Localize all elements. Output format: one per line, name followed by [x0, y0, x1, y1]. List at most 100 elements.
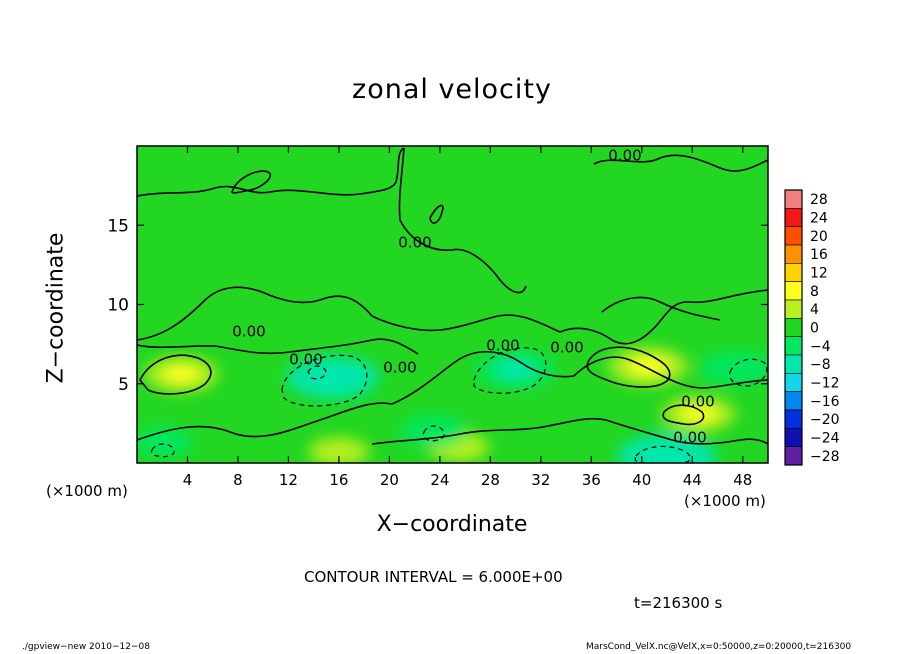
- footer-right: MarsCond_VelX.nc@VelX,x=0:50000,z=0:2000…: [586, 642, 852, 652]
- footer-left: ./gpview−new 2010−12−08: [22, 642, 150, 652]
- colorbar-swatch: [784, 373, 803, 392]
- positive-core: [627, 355, 669, 377]
- x-axis-label: X−coordinate: [376, 512, 528, 537]
- x-unit-label-right: (×1000 m): [684, 492, 766, 510]
- colorbar-swatch: [784, 318, 803, 337]
- zero-contour: [137, 402, 393, 441]
- negative-contour: [729, 358, 768, 387]
- negative-contour: [307, 365, 327, 380]
- contour-value-label: 0.00: [398, 234, 431, 252]
- negative-core: [308, 365, 357, 390]
- colorbar-swatch: [784, 299, 803, 319]
- negative-contour: [150, 443, 175, 458]
- zero-contour: [137, 286, 373, 341]
- zero-contour: [605, 419, 768, 445]
- colorbar-swatch: [784, 428, 803, 447]
- colorbar-swatch: [784, 208, 803, 227]
- x-tick-label: 48: [733, 471, 752, 489]
- y-tick-label: 10: [107, 296, 129, 316]
- zero-contour: [593, 154, 768, 172]
- colorbar-tick-label: −4: [810, 339, 831, 355]
- colorbar-tick-label: −16: [810, 394, 840, 410]
- colorbar-tick-label: 16: [810, 247, 828, 263]
- x-tick-label: 28: [481, 471, 500, 489]
- colorbar-swatch: [784, 336, 803, 356]
- contour-value-label: 0.00: [486, 337, 519, 355]
- contour-value-label: 0.00: [289, 351, 322, 369]
- positive-core: [679, 404, 718, 424]
- zero-contour: [586, 346, 671, 388]
- contour-value-label: 0.00: [550, 339, 583, 357]
- colorbar-swatch: [784, 226, 803, 246]
- colorbar-tick-label: 20: [810, 229, 828, 245]
- y-axis: 5 10 15: [107, 216, 768, 395]
- negative-contour: [422, 425, 445, 442]
- zero-contour: [137, 147, 405, 197]
- colorbar-swatch: [784, 263, 803, 282]
- x-tick-label: 4: [183, 471, 193, 489]
- positive-core: [323, 443, 355, 461]
- negative-core: [494, 358, 537, 381]
- colorbar-tick-label: 0: [810, 321, 819, 337]
- time-label: t=216300 s: [634, 594, 723, 612]
- colorbar-tick-label: −20: [810, 412, 840, 428]
- positive-core: [162, 364, 200, 385]
- x-tick-label: 36: [582, 471, 601, 489]
- colorbar-tick-label: 24: [810, 211, 828, 227]
- zero-contour: [137, 338, 419, 355]
- colorbar-tick-label: −12: [810, 376, 840, 392]
- negative-contours: [150, 347, 768, 463]
- x-tick-label: 24: [430, 471, 449, 489]
- y-tick-label: 5: [118, 375, 129, 395]
- x-tick-label: 12: [279, 471, 298, 489]
- colorbar-swatch: [784, 189, 803, 209]
- colorbar-swatch: [784, 354, 803, 374]
- zero-contour: [391, 350, 575, 405]
- y-tick-label: 15: [107, 216, 129, 236]
- colorbar-tick-label: −8: [810, 357, 831, 373]
- colorbar-tick-label: −24: [810, 431, 840, 447]
- contour-value-label: 0.00: [608, 147, 641, 165]
- colorbar-tick-label: 12: [810, 266, 828, 282]
- x-tick-label: 32: [531, 471, 550, 489]
- x-tick-label: 44: [683, 471, 702, 489]
- contour-value-label: 0.00: [673, 429, 706, 447]
- contour-label-group: 0.00 0.00 0.00 0.00 0.00 0.00 0.00 0.00 0.00: [232, 147, 714, 447]
- zero-contour: [139, 354, 212, 395]
- negative-contour: [281, 354, 368, 407]
- colorbar-frame: [784, 189, 803, 466]
- colorbar-tick-label: −28: [810, 449, 840, 465]
- zero-contour: [429, 204, 444, 224]
- colorbar-swatch: [784, 409, 803, 429]
- colorbar-swatch: [784, 281, 803, 301]
- contour-value-label: 0.00: [681, 393, 714, 411]
- colorbar-swatch: [784, 391, 803, 411]
- x-unit-label-left: (×1000 m): [46, 482, 128, 500]
- colorbar-tick-label: 4: [810, 302, 819, 318]
- x-axis: 4 8 12 16 20 24 28 32 36 40 44 48: [183, 146, 752, 489]
- negative-core: [147, 434, 178, 451]
- zero-contour: [371, 314, 561, 333]
- colorbar-swatch: [784, 446, 803, 466]
- zero-contour: [573, 356, 768, 389]
- chart-title: zonal velocity: [352, 74, 552, 105]
- colorbar-tick-label: 28: [810, 192, 828, 208]
- contour-interval-label: CONTOUR INTERVAL = 6.000E+00: [304, 568, 563, 586]
- zero-contour: [662, 404, 705, 426]
- negative-core: [416, 422, 451, 441]
- zero-contour: [231, 170, 272, 194]
- negative-contour: [634, 445, 691, 463]
- zero-contour: [398, 147, 527, 294]
- colorbar-swatch: [784, 244, 803, 264]
- contour-value-label: 0.00: [383, 359, 416, 377]
- zero-contour: [559, 289, 768, 345]
- x-tick-label: 16: [329, 471, 348, 489]
- y-axis-label: Z−coordinate: [43, 232, 69, 384]
- zero-contour: [601, 296, 721, 321]
- negative-core: [641, 443, 694, 463]
- contour-lines: [137, 147, 768, 445]
- colorbar-tick-label: 8: [810, 284, 819, 300]
- negative-core: [717, 358, 756, 378]
